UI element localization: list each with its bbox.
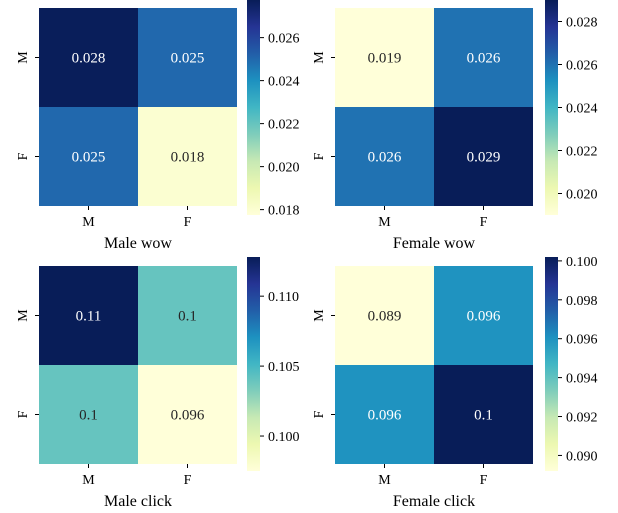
- colorbar-tick-label: 0.028: [566, 16, 598, 31]
- colorbar: [545, 0, 558, 215]
- cell-annotation: 0.1: [178, 309, 197, 325]
- colorbar-tick-label: 0.100: [566, 255, 598, 270]
- heatmap-cell: [434, 365, 533, 464]
- colorbar-tick-label: 0.024: [268, 75, 300, 90]
- x-tick-label: F: [480, 215, 488, 230]
- cell-annotation: 0.1: [474, 408, 493, 424]
- heatmap-cell: [39, 107, 138, 206]
- y-tick-label: F: [312, 410, 327, 418]
- heatmap-cell: [39, 8, 138, 107]
- y-tick-label: M: [312, 51, 327, 64]
- cell-annotation: 0.028: [72, 51, 106, 67]
- x-axis-label: Female wow: [393, 235, 476, 252]
- colorbar-tick-label: 0.092: [566, 411, 598, 426]
- colorbar-tick-label: 0.022: [268, 118, 300, 133]
- colorbar-tick-label: 0.018: [268, 204, 300, 219]
- x-tick-label: F: [184, 215, 192, 230]
- x-axis-label: Male click: [104, 493, 172, 510]
- heatmap-cell: [138, 266, 237, 365]
- x-axis-label: Female click: [393, 493, 475, 510]
- colorbar: [247, 0, 260, 215]
- cell-annotation: 0.026: [368, 150, 402, 166]
- heatmap-cell: [434, 107, 533, 206]
- heatmap-cell: [138, 365, 237, 464]
- colorbar: [247, 257, 260, 471]
- colorbar-tick-label: 0.098: [566, 294, 598, 309]
- cell-annotation: 0.089: [368, 309, 402, 325]
- cell-annotation: 0.019: [368, 51, 402, 67]
- heatmap-cell: [434, 266, 533, 365]
- colorbar-tick-label: 0.024: [566, 102, 598, 117]
- heatmap-panel: 0.089 0.096 0.096 0.1 M F M F Female click 0.090 0…: [312, 255, 597, 510]
- x-tick-label: M: [378, 473, 391, 488]
- heatmap-cell: [335, 8, 434, 107]
- x-tick-label: M: [378, 215, 391, 230]
- cell-annotation: 0.11: [76, 309, 102, 325]
- y-tick-label: F: [16, 410, 31, 418]
- colorbar-tick-label: 0.096: [566, 333, 598, 348]
- heatmap-cell: [138, 8, 237, 107]
- heatmap-panel: 0.019 0.026 0.026 0.029 M F M F Female wow 0.020 0…: [312, 0, 598, 252]
- cell-annotation: 0.025: [171, 51, 205, 67]
- heatmap-panel: 0.028 0.025 0.025 0.018 M F M F Male wow 0.018 0.0…: [16, 0, 300, 252]
- heatmap-cell: [138, 107, 237, 206]
- cell-annotation: 0.096: [171, 408, 205, 424]
- cell-annotation: 0.018: [171, 150, 205, 166]
- cell-annotation: 0.025: [72, 150, 106, 166]
- colorbar-tick-label: 0.105: [268, 360, 300, 375]
- colorbar-tick-label: 0.100: [268, 430, 300, 445]
- colorbar: [545, 257, 558, 471]
- colorbar-tick-label: 0.026: [268, 32, 300, 47]
- heatmap-cell: [335, 107, 434, 206]
- colorbar-tick-label: 0.090: [566, 449, 598, 464]
- x-tick-label: M: [82, 473, 95, 488]
- x-axis-label: Male wow: [104, 235, 172, 252]
- y-tick-label: M: [312, 309, 327, 322]
- colorbar-tick-label: 0.022: [566, 145, 598, 160]
- y-tick-label: M: [16, 51, 31, 64]
- x-tick-label: F: [480, 473, 488, 488]
- heatmap-cell: [39, 266, 138, 365]
- colorbar-tick-label: 0.020: [566, 188, 598, 203]
- cell-annotation: 0.026: [467, 51, 501, 67]
- heatmap-cell: [39, 365, 138, 464]
- heatmap-cell: [335, 266, 434, 365]
- heatmap-cell: [434, 8, 533, 107]
- colorbar-tick-label: 0.110: [268, 290, 299, 305]
- cell-annotation: 0.029: [467, 150, 501, 166]
- cell-annotation: 0.096: [368, 408, 402, 424]
- y-tick-label: M: [16, 309, 31, 322]
- heatmap-panel: 0.11 0.1 0.1 0.096 M F M F Male click 0.100 0.105 0…: [16, 257, 300, 510]
- y-tick-label: F: [16, 152, 31, 160]
- cell-annotation: 0.096: [467, 309, 501, 325]
- x-tick-label: F: [184, 473, 192, 488]
- heatmap-cell: [335, 365, 434, 464]
- colorbar-tick-label: 0.094: [566, 372, 598, 387]
- cell-annotation: 0.1: [79, 408, 98, 424]
- colorbar-tick-label: 0.020: [268, 161, 300, 176]
- y-tick-label: F: [312, 152, 327, 160]
- x-tick-label: M: [82, 215, 95, 230]
- colorbar-tick-label: 0.026: [566, 59, 598, 74]
